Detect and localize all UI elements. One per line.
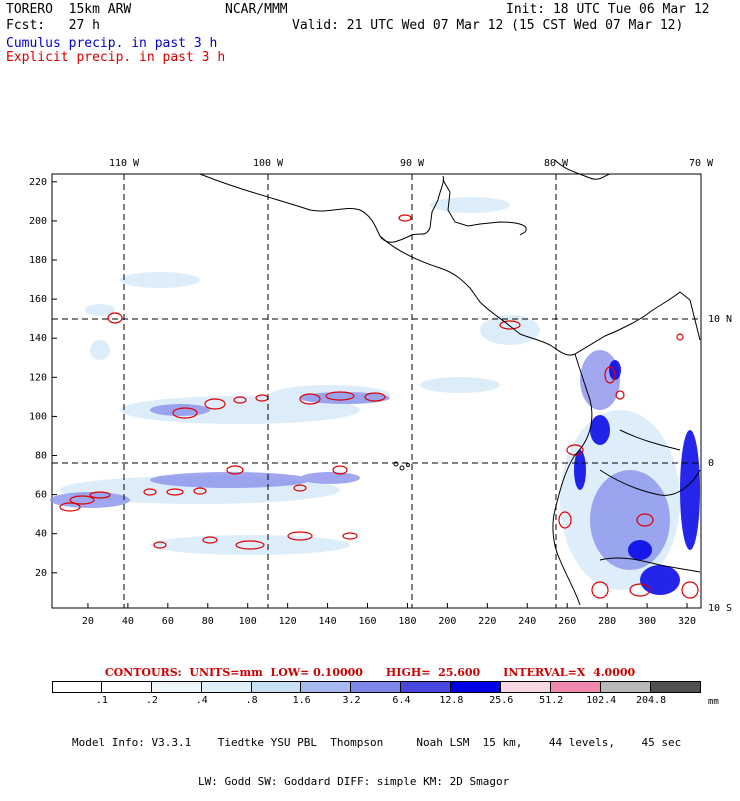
x-tick-label: 80 [202, 616, 214, 627]
y-tick-label: 180 [29, 255, 47, 266]
x-tick-label: 20 [82, 616, 94, 627]
contours-info: CONTOURS: UNITS=mm LOW= 0.10000 HIGH= 25… [104, 666, 636, 679]
y-tick-label: 120 [29, 372, 47, 383]
x-tick-label: 220 [478, 616, 496, 627]
forecast-hour: Fcst: 27 h [6, 18, 100, 33]
colorbar-unit: mm [708, 697, 719, 707]
model-name: TORERO 15km ARW [6, 2, 132, 17]
y-tick-label: 220 [29, 177, 47, 188]
x-tick-label: 300 [638, 616, 656, 627]
colorbar-label: 25.6 [489, 695, 514, 706]
y-tick-label: 60 [35, 490, 47, 501]
colorbar-swatch [101, 681, 152, 693]
x-tick-label: 100 [239, 616, 257, 627]
x-tick-label: 120 [279, 616, 297, 627]
x-tick-label: 280 [598, 616, 616, 627]
colorbar-label: .1 [95, 695, 108, 706]
colorbar-swatch [451, 681, 502, 693]
y-tick-label: 20 [35, 568, 47, 579]
lon-label: 70 W [689, 158, 714, 169]
colorbar-label: .8 [245, 695, 258, 706]
colorbar-label: 12.8 [439, 695, 464, 706]
y-axis-ticks: 20 40 60 80 100 120 140 160 180 200 220 [29, 177, 57, 579]
top-longitude-labels: 110 W 100 W 90 W 80 W 70 W [109, 158, 714, 169]
medium-precip-areas [50, 350, 670, 570]
explicit-precip-contours [59, 214, 699, 599]
colorbar-swatch [501, 681, 551, 693]
model-info-line1: Model Info: V3.3.1 Tiedtke YSU PBL Thomp… [72, 736, 682, 749]
colorbar-swatch [151, 681, 202, 693]
cumulus-legend: Cumulus precip. in past 3 h [6, 36, 218, 51]
x-tick-label: 200 [438, 616, 456, 627]
model-info: Model Info: V3.3.1 Tiedtke YSU PBL Thomp… [72, 710, 681, 801]
lon-label: 100 W [253, 158, 284, 169]
y-tick-label: 140 [29, 333, 47, 344]
right-latitude-labels: 10 N 0 10 S [708, 314, 732, 614]
precipitation-map: 110 W 100 W 90 W 80 W 70 W 10 N 0 10 S 2… [29, 158, 732, 627]
colorbar-swatch [301, 681, 352, 693]
colorbar-swatch [401, 681, 452, 693]
colorbar-swatch [52, 681, 102, 693]
heavy-precip-areas [574, 360, 700, 595]
x-tick-label: 160 [358, 616, 376, 627]
valid-time: Valid: 21 UTC Wed 07 Mar 12 (15 CST Wed … [292, 18, 684, 33]
x-tick-label: 240 [518, 616, 536, 627]
colorbar-swatch [550, 681, 601, 693]
explicit-legend: Explicit precip. in past 3 h [6, 50, 226, 65]
colorbar-swatch [650, 681, 701, 693]
y-tick-label: 160 [29, 294, 47, 305]
init-time: Init: 18 UTC Tue 06 Mar 12 [506, 2, 710, 17]
colorbar [52, 681, 701, 693]
center-name: NCAR/MMM [225, 2, 288, 17]
x-tick-label: 320 [678, 616, 696, 627]
lat-label: 0 [708, 458, 714, 469]
colorbar-label: .2 [145, 695, 158, 706]
y-tick-label: 200 [29, 216, 47, 227]
colorbar-swatch [201, 681, 252, 693]
lon-label: 90 W [400, 158, 425, 169]
x-tick-label: 60 [162, 616, 174, 627]
x-tick-label: 180 [398, 616, 416, 627]
x-axis-ticks: 20 40 60 80 100 120 140 160 180 200 220 240 260 280 30… [82, 603, 696, 627]
lat-lon-grid [52, 174, 701, 608]
colorbar-label: 204.8 [636, 695, 667, 706]
colorbar-label: 6.4 [392, 695, 411, 706]
lat-label: 10 N [708, 314, 732, 325]
y-tick-label: 100 [29, 411, 47, 422]
colorbar-swatch [351, 681, 402, 693]
coastlines [199, 159, 701, 606]
lat-label: 10 S [708, 603, 732, 614]
lon-label: 80 W [544, 158, 569, 169]
model-info-line2: LW: Godd SW: Goddard DIFF: simple KM: 2D… [198, 775, 510, 788]
colorbar-label: 3.2 [342, 695, 361, 706]
colorbar-label: 1.6 [292, 695, 311, 706]
colorbar-swatch [251, 681, 302, 693]
lon-label: 110 W [109, 158, 140, 169]
galapagos-islands [393, 461, 410, 471]
colorbar-label: 51.2 [539, 695, 564, 706]
colorbar-swatch [600, 681, 651, 693]
x-tick-label: 40 [122, 616, 134, 627]
x-tick-label: 140 [319, 616, 337, 627]
colorbar-label: 102.4 [586, 695, 617, 706]
x-tick-label: 260 [558, 616, 576, 627]
y-tick-label: 80 [35, 451, 47, 462]
colorbar-label: .4 [195, 695, 208, 706]
y-tick-label: 40 [35, 529, 47, 540]
